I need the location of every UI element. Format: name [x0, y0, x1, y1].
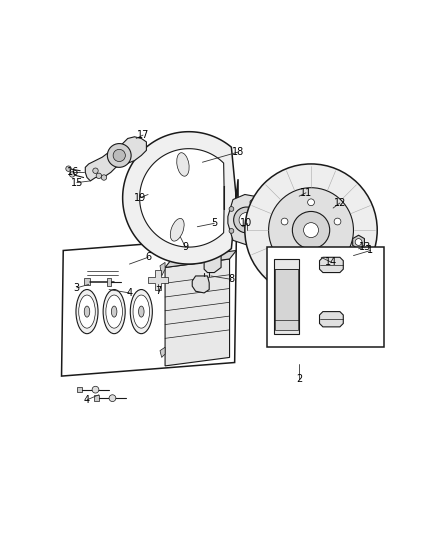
Ellipse shape	[79, 295, 95, 328]
Bar	[77, 387, 82, 392]
Polygon shape	[274, 259, 299, 334]
Polygon shape	[228, 195, 268, 245]
Circle shape	[191, 223, 200, 231]
Circle shape	[239, 213, 254, 228]
Polygon shape	[148, 270, 169, 290]
Circle shape	[229, 229, 234, 233]
Circle shape	[107, 143, 131, 167]
Polygon shape	[85, 137, 146, 181]
Ellipse shape	[111, 306, 117, 317]
Text: 5: 5	[211, 219, 217, 228]
Bar	[94, 395, 99, 401]
Polygon shape	[165, 251, 237, 268]
Polygon shape	[320, 257, 343, 272]
Bar	[107, 278, 111, 286]
Ellipse shape	[106, 295, 123, 328]
Text: 14: 14	[325, 257, 338, 268]
Text: 1: 1	[367, 246, 374, 255]
Circle shape	[233, 207, 259, 233]
Polygon shape	[160, 262, 165, 276]
Polygon shape	[196, 245, 221, 272]
Text: 8: 8	[228, 274, 234, 284]
Circle shape	[113, 149, 125, 161]
Ellipse shape	[76, 289, 98, 334]
Ellipse shape	[103, 289, 125, 334]
Ellipse shape	[170, 219, 184, 241]
Polygon shape	[165, 259, 230, 366]
Polygon shape	[267, 247, 384, 347]
Text: 2: 2	[296, 375, 302, 384]
Circle shape	[194, 225, 198, 229]
Ellipse shape	[130, 289, 152, 334]
Polygon shape	[61, 237, 237, 376]
Circle shape	[324, 249, 331, 256]
Text: 16: 16	[67, 167, 80, 177]
Polygon shape	[123, 132, 238, 264]
Circle shape	[245, 164, 377, 296]
Circle shape	[263, 217, 268, 222]
Polygon shape	[160, 347, 165, 358]
Polygon shape	[320, 312, 343, 327]
Circle shape	[101, 175, 107, 180]
Text: 6: 6	[145, 252, 151, 262]
Text: 18: 18	[232, 147, 244, 157]
Circle shape	[92, 386, 99, 393]
Circle shape	[250, 236, 254, 240]
Ellipse shape	[133, 295, 150, 328]
Text: 4: 4	[84, 395, 90, 405]
Circle shape	[229, 207, 234, 212]
Bar	[275, 269, 298, 330]
Text: 12: 12	[334, 198, 346, 208]
Circle shape	[93, 168, 98, 173]
Text: 15: 15	[71, 177, 83, 188]
Circle shape	[304, 223, 318, 238]
Bar	[84, 278, 90, 285]
Circle shape	[291, 249, 298, 256]
Circle shape	[281, 218, 288, 225]
Text: 10: 10	[240, 219, 253, 228]
Text: 4: 4	[127, 288, 132, 298]
Circle shape	[268, 188, 353, 272]
Ellipse shape	[138, 306, 144, 317]
Circle shape	[69, 172, 75, 177]
Polygon shape	[192, 276, 209, 293]
Text: 19: 19	[134, 193, 146, 203]
Circle shape	[66, 166, 71, 172]
Text: 9: 9	[182, 242, 188, 252]
Ellipse shape	[84, 306, 90, 317]
Text: 11: 11	[300, 188, 312, 198]
Text: 7: 7	[155, 286, 162, 296]
Circle shape	[292, 212, 330, 249]
Polygon shape	[353, 235, 364, 249]
Circle shape	[355, 239, 362, 245]
Circle shape	[96, 173, 102, 179]
Text: 3: 3	[74, 283, 80, 293]
Text: 13: 13	[359, 242, 371, 252]
Polygon shape	[140, 149, 224, 247]
Circle shape	[334, 218, 341, 225]
Circle shape	[109, 395, 116, 401]
Circle shape	[250, 200, 254, 205]
Circle shape	[307, 199, 314, 206]
Ellipse shape	[177, 153, 189, 176]
Text: 17: 17	[137, 130, 149, 140]
